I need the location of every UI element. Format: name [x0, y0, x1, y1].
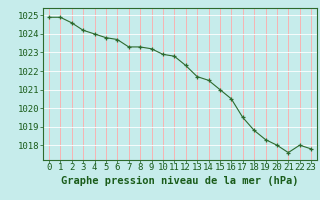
X-axis label: Graphe pression niveau de la mer (hPa): Graphe pression niveau de la mer (hPa) [61, 176, 299, 186]
